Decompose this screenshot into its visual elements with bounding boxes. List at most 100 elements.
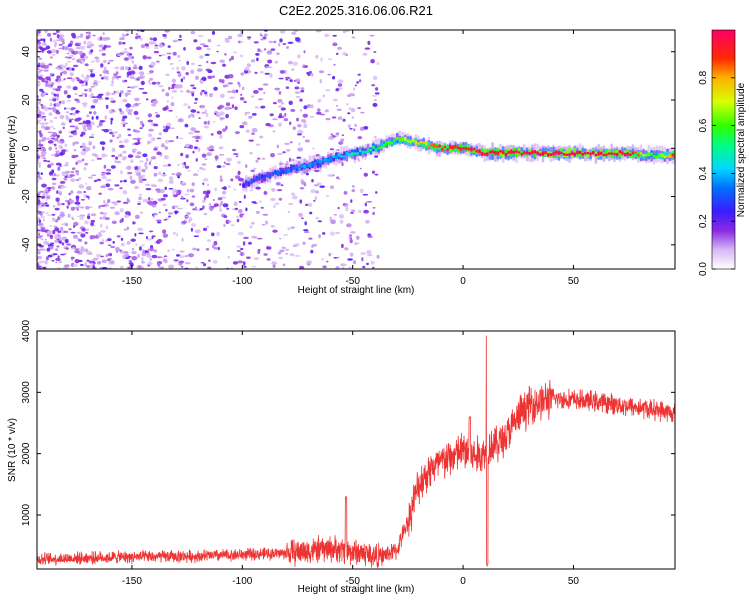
noise-speckle (111, 134, 115, 138)
noise-speckle (214, 113, 217, 115)
noise-speckle (65, 161, 69, 167)
y-tick-label: -40 (21, 237, 32, 252)
noise-speckle (37, 122, 40, 124)
noise-speckle (38, 219, 42, 224)
noise-speckle (203, 263, 207, 267)
noise-speckle (90, 73, 96, 78)
noise-speckle (188, 131, 194, 135)
spectrogram-frame (36, 29, 676, 270)
noise-speckle (354, 123, 357, 128)
noise-speckle (329, 253, 333, 256)
noise-speckle (116, 75, 122, 78)
noise-speckle (37, 210, 40, 213)
noise-speckle (37, 223, 40, 226)
noise-speckle (236, 245, 241, 248)
noise-speckle (54, 41, 58, 46)
noise-speckle (148, 79, 151, 84)
noise-speckle (128, 262, 133, 265)
noise-speckle (280, 107, 286, 111)
noise-speckle (125, 103, 132, 108)
signal-cell (459, 147, 463, 151)
noise-speckle (102, 266, 108, 269)
noise-speckle (67, 176, 73, 178)
noise-speckle (341, 243, 344, 249)
noise-speckle (84, 261, 88, 267)
noise-speckle (171, 173, 176, 175)
noise-speckle (123, 228, 127, 231)
noise-speckle (53, 127, 56, 130)
noise-speckle (37, 96, 40, 101)
noise-speckle (181, 181, 185, 185)
noise-speckle (176, 135, 179, 139)
noise-speckle (55, 174, 60, 177)
noise-speckle (62, 70, 68, 75)
noise-speckle (83, 40, 87, 45)
noise-speckle (237, 260, 244, 264)
noise-speckle (251, 113, 257, 116)
noise-speckle (37, 67, 40, 70)
noise-speckle (55, 66, 60, 70)
noise-speckle (204, 91, 208, 95)
noise-speckle (107, 244, 112, 246)
noise-speckle (41, 105, 45, 108)
noise-speckle (259, 32, 263, 36)
noise-speckle (110, 120, 113, 125)
noise-speckle (316, 111, 322, 115)
noise-speckle (266, 50, 273, 55)
noise-speckle (333, 63, 336, 66)
signal-cell (557, 151, 561, 155)
noise-speckle (183, 219, 187, 221)
noise-speckle (197, 147, 201, 152)
noise-speckle (141, 123, 145, 128)
signal-cell (433, 143, 436, 148)
noise-speckle (91, 116, 94, 120)
noise-speckle (101, 77, 104, 80)
noise-speckle (99, 241, 104, 245)
noise-speckle (310, 249, 314, 254)
noise-speckle (352, 185, 355, 188)
noise-speckle (79, 216, 84, 220)
noise-speckle (302, 241, 306, 245)
noise-speckle (105, 45, 112, 48)
noise-speckle (167, 45, 171, 48)
noise-speckle (268, 40, 274, 44)
noise-speckle (56, 134, 60, 138)
noise-speckle (70, 108, 75, 111)
noise-speckle (49, 225, 53, 227)
noise-speckle (198, 35, 204, 37)
noise-speckle (239, 41, 244, 44)
noise-speckle (251, 95, 255, 98)
noise-speckle (254, 257, 259, 261)
noise-speckle (288, 202, 294, 206)
noise-speckle (127, 171, 133, 175)
noise-speckle (110, 165, 116, 169)
noise-speckle (66, 243, 71, 246)
noise-speckle (51, 182, 57, 185)
noise-speckle (279, 30, 286, 34)
noise-speckle (51, 82, 55, 86)
noise-speckle (37, 261, 41, 263)
noise-speckle (37, 173, 41, 179)
noise-speckle (309, 211, 313, 215)
signal-cell (316, 158, 320, 164)
noise-speckle (44, 122, 49, 125)
colorbar-tick-label: 0.6 (698, 118, 709, 132)
noise-speckle (299, 98, 303, 102)
noise-speckle (130, 105, 136, 108)
noise-speckle (313, 199, 316, 202)
noise-speckle (122, 42, 126, 45)
noise-speckle (57, 190, 62, 193)
noise-speckle (103, 128, 109, 133)
noise-speckle (134, 129, 138, 132)
signal-cell (348, 152, 351, 157)
noise-speckle (116, 54, 123, 56)
noise-speckle (154, 146, 159, 148)
noise-speckle (69, 118, 74, 121)
noise-speckle (190, 127, 197, 132)
noise-speckle (240, 72, 244, 76)
x-tick-label: 50 (568, 576, 580, 587)
noise-speckle (305, 172, 309, 176)
noise-speckle (202, 168, 206, 171)
noise-speckle (122, 98, 126, 103)
colorbar-label: Normalized spectral amplitude (736, 82, 747, 217)
